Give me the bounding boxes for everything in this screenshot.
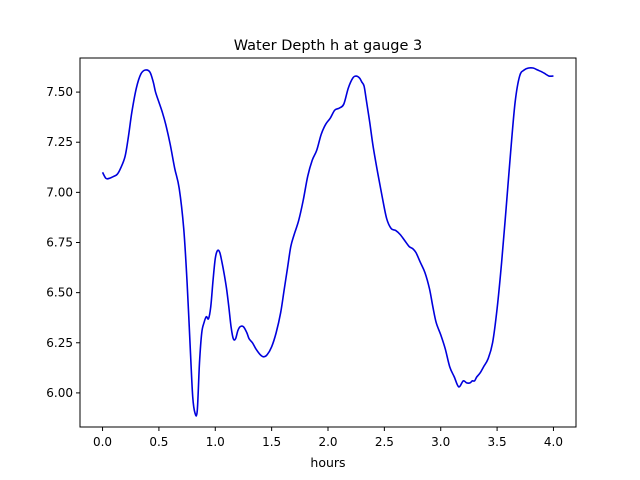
plot-area (101, 66, 554, 417)
x-tick-label: 4.0 (544, 435, 563, 449)
x-tick-label: 1.5 (262, 435, 281, 449)
y-tick-label: 6.00 (46, 386, 73, 400)
y-axis: 6.00 6.25 6.50 6.75 7.00 7.25 7.50 (46, 85, 80, 400)
x-axis-label: hours (310, 455, 345, 470)
y-tick-label: 6.25 (46, 336, 73, 350)
x-tick-label: 0.5 (149, 435, 168, 449)
x-tick-label: 2.5 (375, 435, 394, 449)
y-tick-label: 7.25 (46, 135, 73, 149)
y-tick-label: 7.50 (46, 85, 73, 99)
x-tick-label: 0.0 (93, 435, 112, 449)
x-tick-label: 2.0 (318, 435, 337, 449)
x-tick-label: 3.0 (431, 435, 450, 449)
y-tick-label: 6.75 (46, 236, 73, 250)
axes-frame (79, 57, 577, 428)
x-axis: 0.0 0.5 1.0 1.5 2.0 2.5 3.0 3.5 4.0 (93, 427, 563, 449)
x-tick-label: 1.0 (206, 435, 225, 449)
x-tick-label: 3.5 (488, 435, 507, 449)
chart-title: Water Depth h at gauge 3 (234, 38, 422, 54)
y-tick-label: 7.00 (46, 185, 73, 199)
series-line (101, 66, 554, 417)
y-tick-label: 6.50 (46, 286, 73, 300)
